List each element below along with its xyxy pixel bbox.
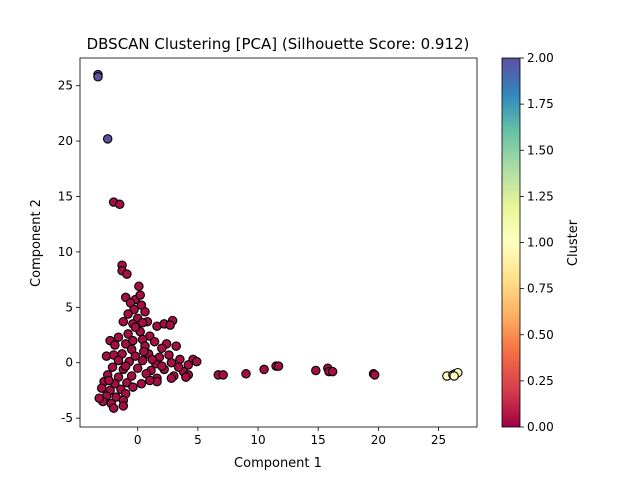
data-point xyxy=(241,369,251,379)
data-point xyxy=(311,365,321,376)
y-tick-label: 5 xyxy=(65,300,73,314)
data-point xyxy=(108,403,119,413)
data-point xyxy=(123,309,133,319)
data-point xyxy=(130,351,141,361)
colorbar-tick-label: 0.25 xyxy=(527,374,554,388)
data-point xyxy=(165,320,175,330)
y-tick-label: 15 xyxy=(58,190,73,204)
data-point xyxy=(94,393,104,403)
y-tick-label: 10 xyxy=(58,245,73,259)
data-point xyxy=(120,361,131,371)
y-axis-label: Component 2 xyxy=(29,199,44,287)
colorbar-tick-label: 1.25 xyxy=(527,189,554,203)
data-point xyxy=(135,290,145,300)
data-point xyxy=(114,199,125,210)
data-point xyxy=(218,370,228,380)
plot-area: 0 5 10 15 20 25 -5 0 5 10 15 20 25 xyxy=(58,57,478,447)
data-point xyxy=(157,343,167,354)
data-point xyxy=(107,362,118,372)
data-point xyxy=(102,134,113,144)
axes-frame xyxy=(79,57,478,428)
cluster-0-series xyxy=(94,197,380,413)
data-point xyxy=(145,375,155,386)
colorbar-tick-label: 1.50 xyxy=(527,143,554,157)
data-point xyxy=(173,362,184,372)
x-tick-label: 10 xyxy=(250,433,265,447)
data-point xyxy=(118,401,129,411)
data-point xyxy=(147,354,157,365)
data-point xyxy=(104,375,114,386)
x-axis-label: Component 1 xyxy=(234,456,322,471)
data-point xyxy=(140,307,150,317)
data-point xyxy=(118,316,129,327)
colorbar-tick-label: 0.00 xyxy=(527,420,554,434)
data-point xyxy=(113,332,124,342)
data-point xyxy=(166,373,177,383)
data-point xyxy=(259,364,269,375)
y-tick-label: -5 xyxy=(61,411,73,425)
colorbar-tick-label: 1.75 xyxy=(527,97,554,111)
colorbar-tick-label: 0.75 xyxy=(527,282,554,296)
cluster-1-series xyxy=(442,367,463,381)
data-point xyxy=(132,363,143,374)
colorbar-label: Cluster xyxy=(566,219,581,266)
data-point xyxy=(449,371,459,381)
x-tick-label: 0 xyxy=(134,433,142,447)
colorbar-tick-label: 0.50 xyxy=(527,328,554,342)
data-point xyxy=(137,355,148,366)
data-point xyxy=(126,371,137,381)
data-point xyxy=(137,318,148,328)
y-tick-label: 0 xyxy=(65,356,73,370)
data-point xyxy=(123,329,133,339)
data-point xyxy=(93,72,103,82)
x-tick-label: 20 xyxy=(371,433,386,447)
data-point xyxy=(128,382,138,392)
data-point xyxy=(113,355,124,366)
chart-title: DBSCAN Clustering [PCA] (Silhouette Scor… xyxy=(87,35,470,53)
x-tick-label: 25 xyxy=(431,433,446,447)
colorbar-tick-label: 1.00 xyxy=(527,236,554,250)
x-tick-label: 5 xyxy=(194,433,202,447)
colorbar-tick-label: 2.00 xyxy=(527,51,554,65)
y-tick-label: 20 xyxy=(58,134,73,148)
data-point xyxy=(166,357,177,368)
x-tick-label: 15 xyxy=(311,433,326,447)
data-point xyxy=(369,370,380,380)
data-point xyxy=(273,361,284,371)
data-point xyxy=(149,336,160,347)
data-point xyxy=(183,360,194,370)
data-point xyxy=(134,281,144,292)
colorbar: 0.00 0.25 0.50 0.75 1.00 1.25 1.50 1.75 2.00 xyxy=(501,51,554,434)
y-tick-label: 25 xyxy=(58,79,73,93)
data-point xyxy=(171,341,181,351)
data-point xyxy=(122,269,132,279)
data-point xyxy=(139,346,149,357)
data-point xyxy=(157,361,167,371)
data-point xyxy=(136,379,147,389)
data-point xyxy=(191,356,202,367)
data-point xyxy=(181,372,191,382)
data-point xyxy=(164,350,174,360)
data-point xyxy=(327,366,338,377)
data-point xyxy=(130,322,141,333)
data-point xyxy=(96,383,107,393)
data-point xyxy=(128,335,138,346)
cluster-2-series xyxy=(93,69,113,144)
data-point xyxy=(175,354,185,365)
colorbar-gradient xyxy=(501,57,521,428)
data-point xyxy=(110,340,120,350)
